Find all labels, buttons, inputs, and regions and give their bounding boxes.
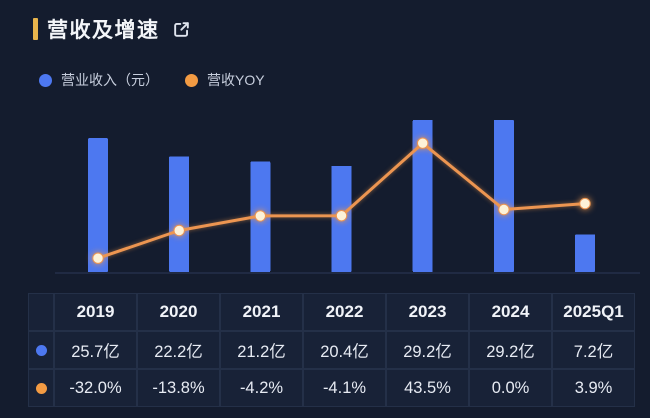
revenue-dot-icon [35, 344, 47, 356]
legend-label-yoy: 营收YOY [207, 72, 265, 88]
column-header-2024: 2024 [469, 293, 552, 331]
yoy-row-cell-2023: 43.5% [386, 369, 469, 407]
revenue-bar-2023[interactable] [412, 120, 433, 272]
revenue-row-cell-2025Q1: 7.2亿 [552, 331, 635, 369]
yoy-row-cell-2021: -4.2% [220, 369, 303, 407]
external-link-icon[interactable] [172, 20, 191, 39]
revenue-row-cell-2024: 29.2亿 [469, 331, 552, 369]
table-dot-cell [28, 331, 54, 369]
legend-item-yoy[interactable]: 营收YOY [185, 70, 265, 90]
yoy-row-cell-2025Q1: 3.9% [552, 369, 635, 407]
data-table: 2019 2020 2021 2022 2023 2024 2025Q1 25.7亿 22.2亿… [28, 293, 635, 407]
column-header-2021: 2021 [220, 293, 303, 331]
table-dot-cell [28, 369, 54, 407]
legend-dot-revenue-icon [39, 73, 52, 87]
title-accent-bar [33, 18, 38, 40]
revenue-row-cell-2022: 20.4亿 [303, 331, 386, 369]
yoy-point-2022[interactable] [335, 210, 348, 222]
yoy-point-2020[interactable] [173, 224, 185, 237]
column-header-2023: 2023 [386, 293, 469, 331]
column-header-2020: 2020 [137, 293, 220, 331]
revenue-row-cell-2023: 29.2亿 [386, 331, 469, 369]
widget-header: 营收及增速 [33, 14, 191, 44]
yoy-point-2021[interactable] [254, 210, 266, 222]
legend-dot-yoy-icon [185, 73, 198, 87]
yoy-point-2019[interactable] [92, 252, 104, 264]
legend-item-revenue[interactable]: 营业收入（元） [39, 70, 159, 90]
revenue-row-cell-2019: 25.7亿 [54, 331, 137, 369]
revenue-bar-2024[interactable] [493, 120, 514, 272]
yoy-row-cell-2022: -4.1% [303, 369, 386, 407]
page-title: 营收及增速 [47, 19, 160, 42]
yoy-row-cell-2019: -32.0% [54, 369, 137, 407]
yoy-dot-icon [35, 382, 47, 394]
yoy-point-2024[interactable] [498, 203, 510, 216]
yoy-row-cell-2020: -13.8% [137, 369, 220, 407]
yoy-row-cell-2024: 0.0% [469, 369, 552, 407]
revenue-bar-2019[interactable] [88, 138, 108, 272]
revenue-bar-2025Q1[interactable] [575, 234, 595, 273]
revenue-row-cell-2021: 21.2亿 [220, 331, 303, 369]
yoy-point-2025Q1[interactable] [579, 197, 591, 210]
chart-legend: 营业收入（元） 营收YOY [39, 70, 265, 90]
yoy-point-2023[interactable] [417, 137, 429, 149]
legend-label-revenue: 营业收入（元） [61, 72, 159, 88]
column-header-2025Q1: 2025Q1 [552, 293, 635, 331]
column-header-2022: 2022 [303, 293, 386, 331]
table-corner-cell [28, 293, 54, 331]
revenue-bar-2020[interactable] [169, 156, 190, 272]
revenue-growth-chart [55, 120, 640, 274]
revenue-row-cell-2020: 22.2亿 [137, 331, 220, 369]
column-header-2019: 2019 [54, 293, 137, 331]
